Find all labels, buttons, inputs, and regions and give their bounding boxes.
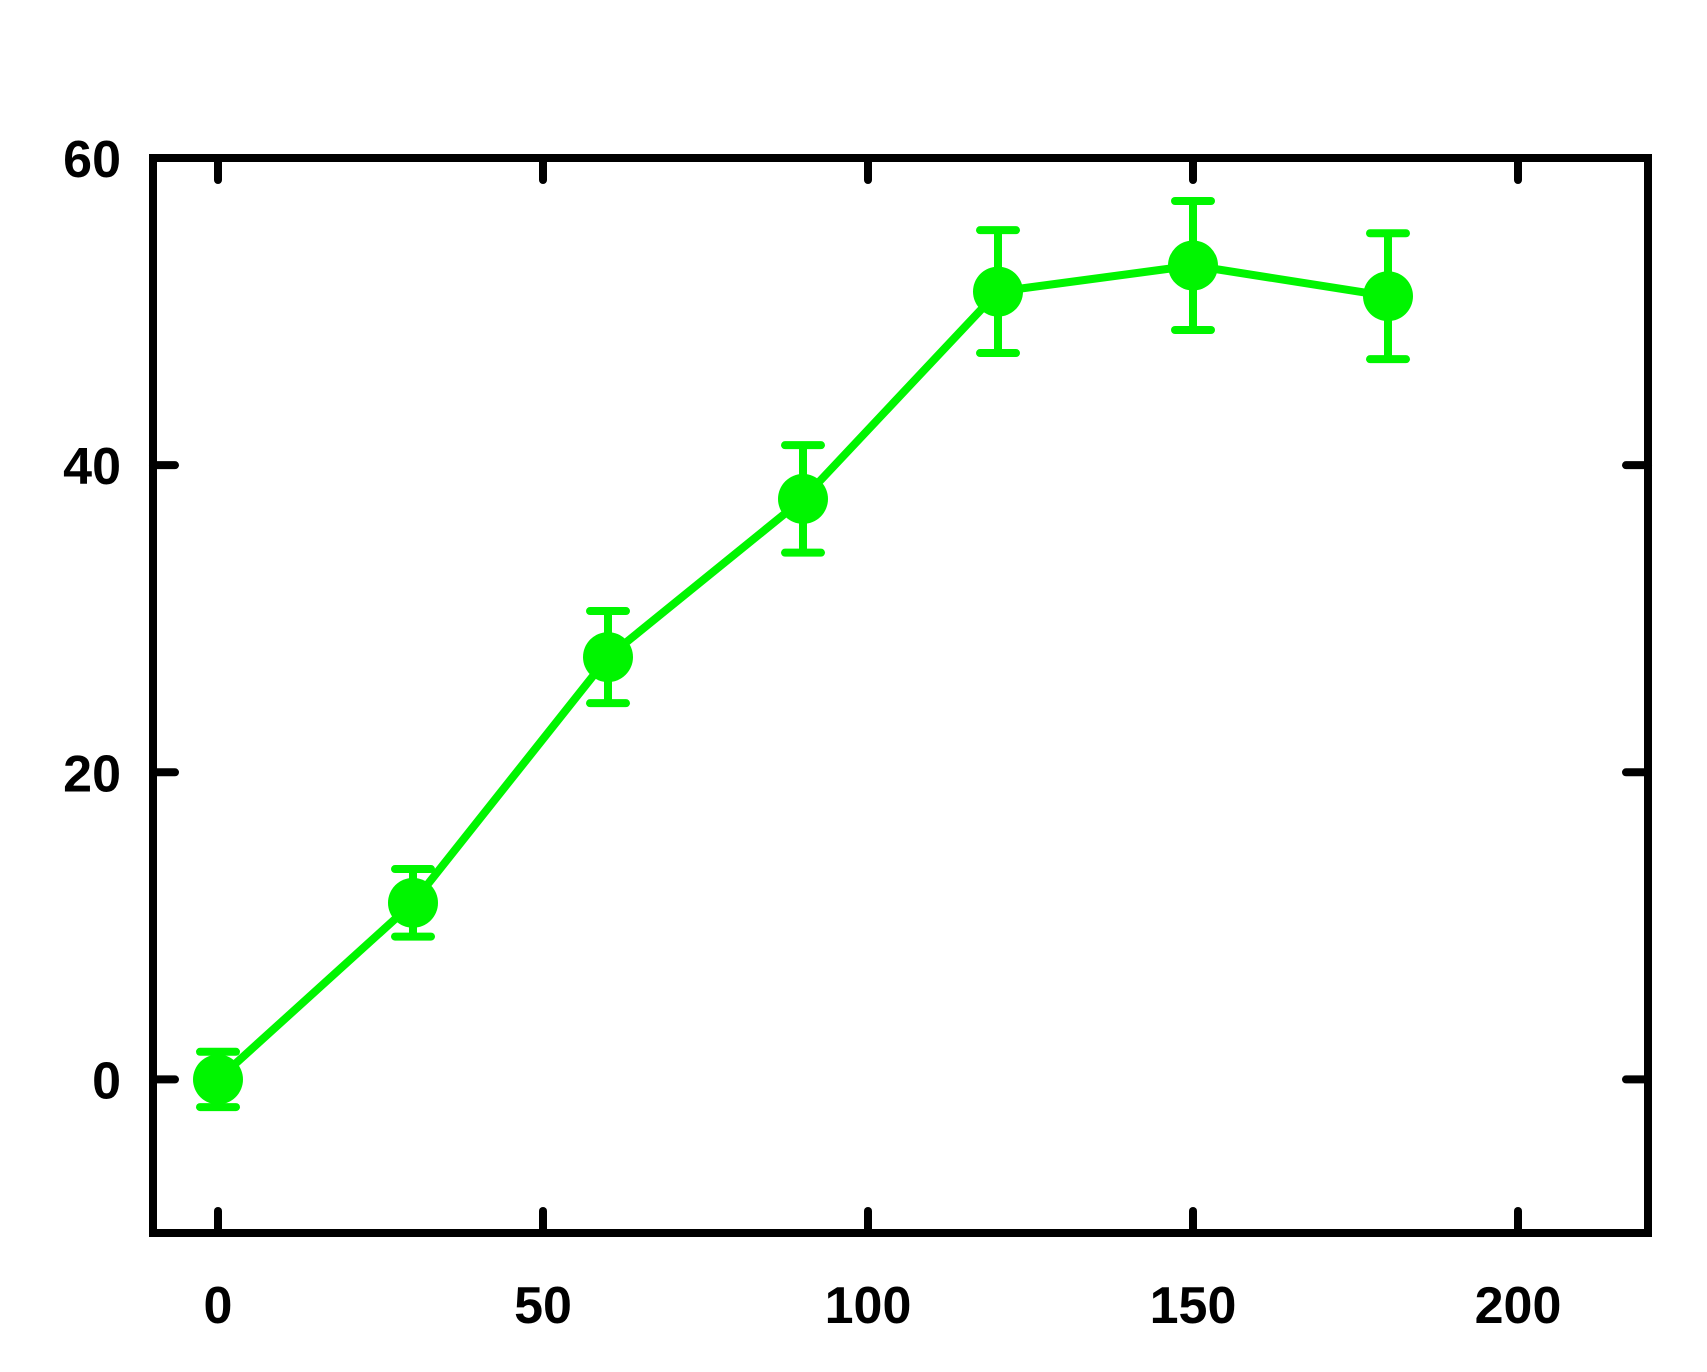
x-tick-label: 50 [514, 1277, 572, 1335]
plot-frame [149, 154, 1652, 1237]
data-series [193, 197, 1413, 1112]
series-line [215, 261, 1389, 1083]
x-tick-label: 0 [204, 1277, 233, 1335]
y-tick-label: 20 [63, 745, 121, 803]
x-tick-label: 100 [825, 1277, 912, 1335]
data-point [193, 1054, 243, 1105]
data-point [1363, 271, 1413, 322]
data-point [973, 266, 1023, 317]
y-tick-label: 0 [92, 1052, 121, 1110]
data-point [1168, 240, 1218, 291]
data-point [778, 473, 828, 524]
axis-ticks [149, 154, 1652, 1237]
data-point [583, 632, 633, 683]
y-tick-label: 40 [63, 438, 121, 496]
data-point [388, 877, 438, 928]
tick-labels: 0 50 100 150 200 0 20 40 60 [63, 131, 1561, 1335]
x-tick-label: 200 [1475, 1277, 1562, 1335]
y-tick-label: 60 [63, 131, 121, 189]
x-tick-label: 150 [1150, 1277, 1237, 1335]
